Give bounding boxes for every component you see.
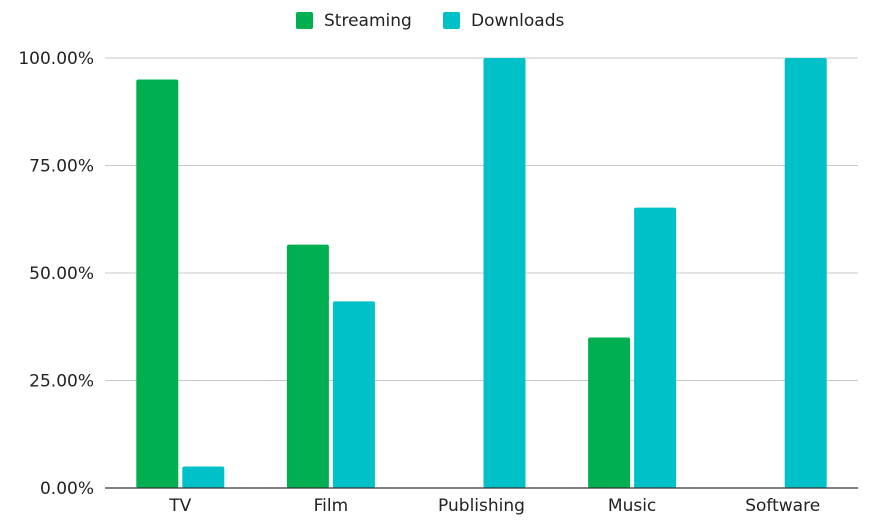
x-tick-label: Film <box>314 496 349 516</box>
x-tick-label: Music <box>608 496 656 516</box>
y-axis-tick-labels: 0.00% 25.00% 50.00% 75.00% 100.00% <box>18 49 94 499</box>
bars <box>136 58 827 488</box>
x-axis-tick-labels: TV Film Publishing Music Software <box>168 496 820 516</box>
bar-downloads-publishing <box>483 58 526 488</box>
y-tick-label: 0.00% <box>40 479 94 499</box>
y-tick-label: 100.00% <box>18 49 94 69</box>
x-tick-label: Publishing <box>438 496 525 516</box>
y-tick-label: 50.00% <box>29 264 94 284</box>
gridlines <box>105 57 858 381</box>
bar-downloads-tv <box>182 466 225 488</box>
legend-swatch-streaming <box>296 12 313 29</box>
legend-label-streaming: Streaming <box>324 11 412 31</box>
bar-streaming-tv <box>136 79 179 488</box>
legend-swatch-downloads <box>443 12 460 29</box>
bar-downloads-software <box>784 58 827 488</box>
legend: Streaming Downloads <box>296 11 565 31</box>
bar-streaming-film <box>286 244 329 488</box>
y-tick-label: 75.00% <box>29 157 94 177</box>
bar-streaming-music <box>588 337 631 488</box>
x-tick-label: TV <box>168 496 191 516</box>
x-tick-label: Software <box>745 496 820 516</box>
y-tick-label: 25.00% <box>29 372 94 392</box>
bar-downloads-music <box>634 207 677 488</box>
bar-downloads-film <box>332 301 375 488</box>
legend-label-downloads: Downloads <box>471 11 565 31</box>
